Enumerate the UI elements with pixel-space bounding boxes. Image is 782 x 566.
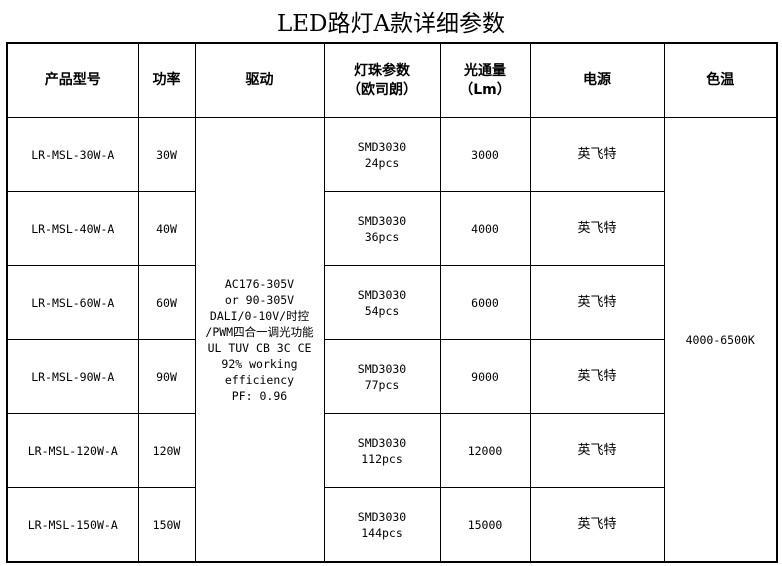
model-cell: LR-MSL-60W-A: [6, 265, 139, 340]
chip-cell: SMD3030 112pcs: [323, 413, 441, 488]
table-row: LR-MSL-90W-A 90W SMD3030 77pcs 9000 英飞特: [6, 339, 777, 414]
header-power: 功率: [137, 42, 196, 118]
model-cell: LR-MSL-150W-A: [6, 487, 139, 563]
chip-count: 24pcs: [364, 155, 400, 170]
chip-type: SMD3030: [357, 509, 407, 524]
supply-cell: 英飞特: [529, 265, 665, 340]
chip-type: SMD3030: [357, 139, 407, 154]
lumen-cell: 4000: [439, 191, 531, 266]
driver-line: AC176-305V: [224, 276, 295, 291]
chip-type: SMD3030: [357, 287, 407, 302]
page-title: LED路灯A款详细参数: [276, 11, 506, 37]
chip-type: SMD3030: [357, 361, 407, 376]
model-cell: LR-MSL-30W-A: [6, 117, 139, 192]
header-driver: 驱动: [194, 42, 325, 118]
header-chip: 灯珠参数 （欧司朗）: [323, 42, 441, 118]
supply-cell: 英飞特: [529, 339, 665, 414]
lumen-cell: 15000: [439, 487, 531, 563]
chip-count: 77pcs: [364, 377, 400, 392]
table-row: LR-MSL-40W-A 40W SMD3030 36pcs 4000 英飞特: [6, 191, 777, 266]
header-row: 产品型号 功率 驱动 灯珠参数 （欧司朗） 光通量 （Lm） 电源 色温: [6, 42, 778, 118]
chip-count: 112pcs: [361, 451, 403, 466]
table-row: LR-MSL-150W-A 150W SMD3030 144pcs 15000 英飞…: [6, 487, 777, 563]
lumen-cell: 3000: [439, 117, 531, 192]
spec-table: 产品型号 功率 驱动 灯珠参数 （欧司朗） 光通量 （Lm） 电源 色温 LR-MS…: [6, 42, 778, 563]
power-cell: 90W: [137, 339, 196, 414]
driver-line: UL TUV CB 3C CE: [207, 340, 312, 355]
driver-line: DALI/0-10V/时控: [209, 308, 310, 323]
header-lumen: 光通量 （Lm）: [439, 42, 531, 118]
chip-type: SMD3030: [357, 435, 407, 450]
driver-cell: AC176-305V or 90-305V DALI/0-10V/时控/PWM四合一…: [194, 117, 325, 563]
color-temp-cell: 4000-6500K: [663, 117, 778, 563]
driver-line: PF: 0.96: [231, 388, 288, 403]
header-lumen-line2: （Lm）: [459, 81, 511, 98]
header-lumen-line1: 光通量: [464, 62, 506, 79]
lumen-cell: 9000: [439, 339, 531, 414]
chip-cell: SMD3030 144pcs: [323, 487, 441, 563]
driver-line: efficiency: [224, 372, 295, 387]
chip-cell: SMD3030 77pcs: [323, 339, 441, 414]
header-model: 产品型号: [6, 42, 139, 118]
lumen-cell: 12000: [439, 413, 531, 488]
driver-line: 92% working: [221, 356, 298, 371]
model-cell: LR-MSL-40W-A: [6, 191, 139, 266]
chip-type: SMD3030: [357, 213, 407, 228]
chip-count: 54pcs: [364, 303, 400, 318]
power-cell: 120W: [137, 413, 196, 488]
lumen-cell: 6000: [439, 265, 531, 340]
chip-count: 36pcs: [364, 229, 400, 244]
header-chip-line1: 灯珠参数: [354, 62, 410, 79]
power-cell: 40W: [137, 191, 196, 266]
power-cell: 150W: [137, 487, 196, 563]
model-cell: LR-MSL-120W-A: [6, 413, 139, 488]
driver-line: or 90-305V: [224, 292, 295, 307]
driver-line: /PWM四合一调光功能: [205, 324, 314, 339]
supply-cell: 英飞特: [529, 413, 665, 488]
model-cell: LR-MSL-90W-A: [6, 339, 139, 414]
chip-count: 144pcs: [361, 525, 403, 540]
table-row: LR-MSL-60W-A 60W SMD3030 54pcs 6000 英飞特: [6, 265, 777, 340]
header-supply: 电源: [529, 42, 665, 118]
power-cell: 30W: [137, 117, 196, 192]
header-color-temp: 色温: [663, 42, 778, 118]
chip-cell: SMD3030 36pcs: [323, 191, 441, 266]
supply-cell: 英飞特: [529, 191, 665, 266]
chip-cell: SMD3030 24pcs: [323, 117, 441, 192]
chip-cell: SMD3030 54pcs: [323, 265, 441, 340]
header-chip-line2: （欧司朗）: [347, 81, 417, 98]
power-cell: 60W: [137, 265, 196, 340]
table-row: LR-MSL-30W-A 30W AC176-305V or 90-305V DALI…: [6, 117, 778, 563]
table-row: LR-MSL-120W-A 120W SMD3030 112pcs 12000 英飞…: [6, 413, 777, 488]
supply-cell: 英飞特: [529, 117, 665, 192]
supply-cell: 英飞特: [529, 487, 665, 563]
